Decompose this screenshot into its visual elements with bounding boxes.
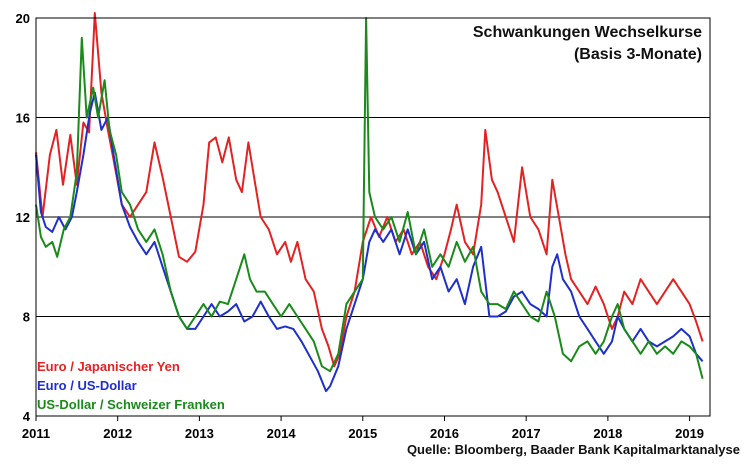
source-note: Quelle: Bloomberg, Baader Bank Kapitalma… bbox=[406, 442, 740, 457]
x-axis-ticks: 2011 2012 2013 2014 2015 2016 2017 2018 2019 bbox=[22, 416, 704, 441]
chart-subtitle: (Basis 3-Monate) bbox=[573, 46, 702, 63]
legend-entry-eur-usd: Euro / US-Dollar bbox=[37, 378, 137, 393]
legend-entry-usd-chf: US-Dollar / Schweizer Franken bbox=[37, 397, 225, 412]
series-line-2 bbox=[35, 17, 704, 379]
series-lines bbox=[35, 12, 704, 393]
x-tick-label: 2018 bbox=[593, 426, 622, 441]
x-tick-label: 2011 bbox=[22, 426, 50, 441]
y-tick-label: 8 bbox=[23, 310, 30, 325]
y-axis-ticks: 4 8 12 16 20 bbox=[16, 11, 31, 424]
x-tick-label: 2012 bbox=[103, 426, 132, 441]
plot-frame bbox=[35, 17, 711, 417]
x-tick-label: 2019 bbox=[675, 426, 704, 441]
y-tick-label: 4 bbox=[23, 409, 31, 424]
legend: Euro / Japanischer Yen Euro / US-Dollar … bbox=[37, 357, 225, 414]
x-tick-label: 2015 bbox=[348, 426, 377, 441]
legend-entry-eur-jpy: Euro / Japanischer Yen bbox=[37, 359, 180, 374]
chart-title: Schwankungen Wechselkurse bbox=[472, 24, 702, 41]
x-tick-label: 2017 bbox=[512, 426, 541, 441]
series-line-0 bbox=[35, 12, 704, 368]
y-tick-label: 12 bbox=[16, 210, 30, 225]
chart-title-block: Schwankungen Wechselkurse (Basis 3-Monat… bbox=[473, 22, 702, 66]
gridlines bbox=[36, 117, 710, 317]
series-line-1 bbox=[35, 91, 704, 393]
y-tick-label: 20 bbox=[16, 11, 30, 26]
x-tick-label: 2013 bbox=[185, 426, 214, 441]
x-tick-label: 2016 bbox=[430, 426, 459, 441]
x-tick-label: 2014 bbox=[267, 426, 297, 441]
y-tick-label: 16 bbox=[16, 111, 30, 126]
